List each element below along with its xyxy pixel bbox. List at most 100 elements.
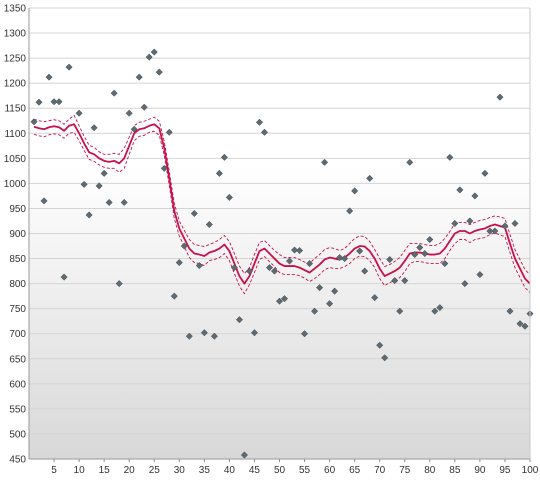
data-point [441, 260, 449, 268]
trend-line [33, 123, 531, 285]
data-point [190, 209, 198, 218]
x-tick-label: 90 [474, 465, 486, 476]
data-point [205, 220, 213, 229]
data-point [240, 451, 248, 459]
x-tick-label: 100 [522, 465, 539, 476]
data-point [421, 249, 429, 258]
trend-series-line [33, 123, 531, 285]
data-point [185, 332, 193, 340]
x-tick-label: 80 [424, 465, 436, 476]
data-point [245, 267, 253, 275]
x-tick-label: 5 [51, 465, 57, 476]
data-point [170, 292, 178, 300]
data-point [376, 341, 384, 349]
data-point [511, 219, 519, 228]
data-point [381, 354, 389, 362]
data-point [265, 264, 274, 272]
confidence-band [33, 114, 531, 295]
data-point [416, 243, 424, 252]
data-point [311, 307, 319, 315]
data-point [506, 307, 514, 315]
x-tick-label: 45 [249, 465, 261, 476]
data-point [160, 164, 168, 172]
data-point [501, 222, 509, 230]
x-tick-label: 55 [299, 465, 311, 476]
data-point [200, 329, 208, 337]
data-point [270, 267, 279, 275]
data-point [285, 257, 294, 265]
data-point [401, 277, 409, 285]
data-point [35, 98, 43, 106]
data-point [411, 250, 419, 259]
data-point [140, 103, 148, 111]
y-tick-label: 1050 [4, 154, 27, 165]
data-point [451, 219, 459, 228]
data-point [45, 73, 53, 81]
data-point [180, 242, 188, 250]
y-tick-label: 1250 [4, 54, 27, 65]
data-point [436, 304, 444, 312]
data-point [105, 198, 113, 206]
data-point [306, 260, 314, 268]
data-point [95, 182, 103, 190]
data-point [476, 271, 484, 279]
x-tick-label: 10 [74, 465, 86, 476]
data-point [210, 332, 218, 340]
data-point [120, 198, 128, 206]
data-point [386, 256, 394, 264]
data-point [331, 287, 339, 295]
data-point [361, 267, 369, 275]
data-point [426, 235, 434, 244]
data-point [431, 307, 439, 315]
y-tick-label: 950 [9, 204, 26, 215]
data-point [461, 280, 469, 288]
data-point [391, 277, 399, 285]
y-tick-label: 850 [9, 254, 26, 265]
x-tick-label: 30 [174, 465, 186, 476]
data-point [110, 89, 118, 97]
data-point [336, 253, 344, 262]
data-point [55, 98, 63, 106]
data-point [351, 187, 359, 195]
data-point [220, 153, 228, 161]
data-point [100, 169, 108, 177]
y-tick-label: 500 [9, 429, 26, 440]
y-axis-tick-labels: 450 500 550 600 650 700 750 800 850 900 950 1000 105… [4, 4, 27, 466]
data-point [496, 93, 504, 101]
x-tick-label: 60 [324, 465, 336, 476]
data-point [456, 186, 464, 194]
data-point [371, 294, 379, 302]
data-point [346, 207, 354, 215]
x-axis-tick-labels: 5 10 15 20 25 30 35 40 45 50 55 60 65 70 75 80 85 90 95 100 [51, 465, 539, 476]
data-point [90, 124, 98, 132]
data-point [321, 158, 329, 166]
y-tick-label: 1100 [4, 129, 26, 140]
y-tick-label: 1000 [4, 179, 27, 190]
data-point [80, 180, 88, 188]
data-points [30, 0, 534, 459]
x-tick-label: 85 [449, 465, 461, 476]
data-point [260, 128, 269, 136]
x-tick-label: 35 [199, 465, 211, 476]
x-tick-label: 65 [349, 465, 361, 476]
data-point [65, 63, 73, 71]
x-tick-label: 20 [124, 465, 136, 476]
data-point [50, 98, 58, 106]
data-point [225, 193, 233, 201]
data-point [446, 153, 454, 161]
data-point [486, 227, 494, 235]
data-point [356, 247, 364, 255]
gridlines [29, 7, 530, 460]
band-lower-line [33, 130, 531, 295]
data-point [60, 273, 68, 281]
x-tick-label: 40 [224, 465, 236, 476]
y-tick-label: 700 [9, 329, 26, 340]
data-point [30, 118, 38, 126]
data-point [150, 48, 158, 56]
data-point [396, 307, 404, 315]
y-tick-label: 650 [9, 354, 26, 365]
y-tick-label: 1200 [4, 79, 27, 90]
data-point [255, 118, 264, 126]
data-point [145, 53, 153, 61]
